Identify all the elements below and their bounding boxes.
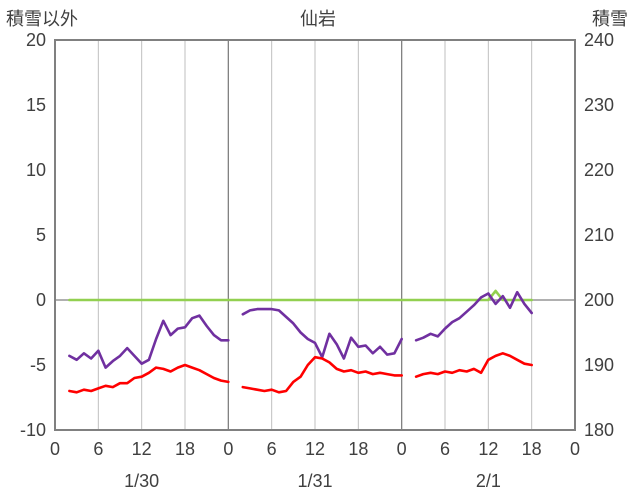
purple-line-series xyxy=(68,290,533,369)
red-line-series xyxy=(68,352,533,394)
tick-label: 10 xyxy=(26,160,46,180)
tick-label: 5 xyxy=(36,225,46,245)
tick-label: 18 xyxy=(348,439,368,459)
tick-label: 6 xyxy=(267,439,277,459)
tick-label: 0 xyxy=(570,439,580,459)
tick-label: 0 xyxy=(50,439,60,459)
right-axis-title: 積雪 xyxy=(592,9,628,29)
tick-label: 230 xyxy=(584,95,614,115)
tick-label: 1/31 xyxy=(297,471,332,491)
tick-label: 0 xyxy=(223,439,233,459)
tick-label: 12 xyxy=(305,439,325,459)
tick-label: 0 xyxy=(397,439,407,459)
plot-border xyxy=(54,39,576,431)
tick-label: 2/1 xyxy=(476,471,501,491)
tick-label: 210 xyxy=(584,225,614,245)
tick-label: 190 xyxy=(584,355,614,375)
tick-label: 220 xyxy=(584,160,614,180)
tick-label: 6 xyxy=(93,439,103,459)
tick-label: 15 xyxy=(26,95,46,115)
tick-label: 18 xyxy=(522,439,542,459)
left-axis-title: 積雪以外 xyxy=(6,9,78,29)
tick-label: -5 xyxy=(30,355,46,375)
tick-label: 12 xyxy=(132,439,152,459)
tick-label: 18 xyxy=(175,439,195,459)
tick-label: 6 xyxy=(440,439,450,459)
tick-label: 12 xyxy=(478,439,498,459)
tick-label: 1/30 xyxy=(124,471,159,491)
tick-label: 0 xyxy=(36,290,46,310)
tick-label: -10 xyxy=(20,420,46,440)
tick-label: 200 xyxy=(584,290,614,310)
green-line-series xyxy=(68,289,533,302)
chart-title: 仙岩 xyxy=(300,9,336,29)
tick-label: 20 xyxy=(26,30,46,50)
tick-label: 180 xyxy=(584,420,614,440)
tick-label: 240 xyxy=(584,30,614,50)
